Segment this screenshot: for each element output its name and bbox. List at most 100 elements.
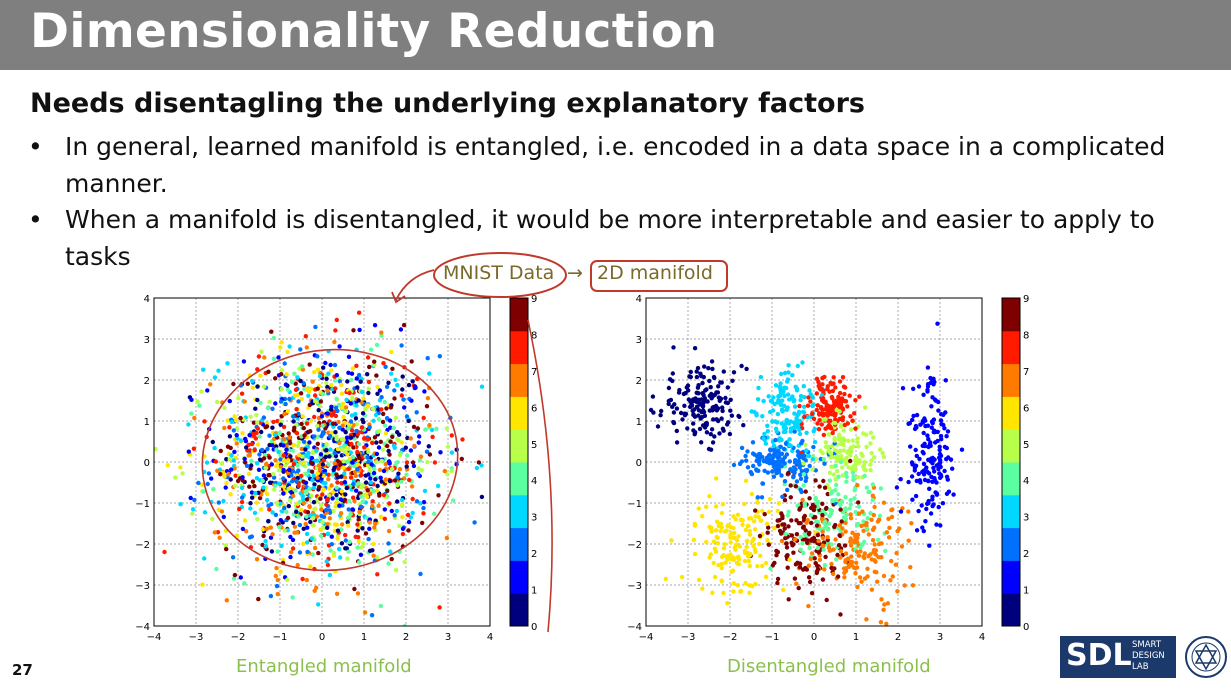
colorbar-tick-label: 2 <box>1023 549 1029 560</box>
scatter-point <box>747 532 753 537</box>
scatter-point <box>342 471 347 476</box>
scatter-point <box>329 483 334 488</box>
scatter-point <box>811 429 816 434</box>
scatter-point <box>823 412 829 417</box>
scatter-point <box>868 467 873 473</box>
scatter-point <box>355 467 360 472</box>
scatter-point <box>370 499 375 504</box>
scatter-point <box>353 411 358 417</box>
scatter-point <box>356 517 361 522</box>
scatter-point <box>301 439 307 444</box>
colorbar-segment <box>510 298 528 332</box>
scatter-point <box>744 366 749 372</box>
scatter-point <box>744 458 749 463</box>
scatter-point <box>694 369 699 374</box>
scatter-point <box>716 563 721 568</box>
scatter-point <box>336 466 341 471</box>
scatter-point <box>379 330 384 335</box>
colorbar-segment <box>1002 429 1020 463</box>
scatter-point <box>721 369 726 374</box>
scatter-point <box>678 410 684 416</box>
scatter-point <box>402 405 407 410</box>
scatter-point <box>219 509 225 514</box>
scatter-point <box>281 453 287 458</box>
scatter-point <box>847 393 852 398</box>
scatter-point <box>845 421 850 426</box>
scatter-point <box>841 448 847 453</box>
scatter-point <box>261 473 267 478</box>
scatter-point <box>269 502 274 507</box>
scatter-point <box>268 480 273 485</box>
scatter-point <box>697 426 703 432</box>
scatter-point <box>240 495 245 500</box>
scatter-point <box>798 487 803 492</box>
scatter-point <box>411 463 417 469</box>
scatter-point <box>871 435 876 440</box>
scatter-point <box>407 477 412 483</box>
scatter-point <box>779 473 784 478</box>
scatter-point <box>278 457 283 462</box>
scatter-point <box>928 440 933 445</box>
scatter-point <box>691 537 697 543</box>
scatter-point <box>843 559 848 565</box>
scatter-point <box>337 503 342 508</box>
scatter-point <box>414 410 419 415</box>
scatter-point <box>294 407 299 412</box>
scatter-point <box>938 523 943 528</box>
scatter-point <box>766 394 771 399</box>
scatter-point <box>777 454 782 460</box>
scatter-point <box>265 446 270 452</box>
scatter-point <box>798 397 803 403</box>
scatter-point <box>201 489 206 494</box>
scatter-point <box>679 574 685 580</box>
scatter-point <box>733 547 738 552</box>
scatter-point <box>939 474 944 479</box>
scatter-point <box>309 455 315 461</box>
scatter-point <box>154 446 158 452</box>
scatter-point <box>338 555 343 560</box>
scatter-point <box>783 426 789 431</box>
scatter-point <box>324 448 329 453</box>
scatter-point <box>797 565 803 570</box>
scatter-point <box>772 560 777 566</box>
scatter-point <box>819 422 824 427</box>
scatter-point <box>734 538 740 543</box>
scatter-point <box>875 519 881 524</box>
scatter-point <box>812 556 817 561</box>
colorbar-segment <box>510 462 528 496</box>
scatter-point <box>406 528 411 533</box>
scatter-point <box>381 492 387 498</box>
scatter-point <box>270 532 275 537</box>
scatter-point <box>301 381 306 386</box>
scatter-point <box>816 538 821 544</box>
scatter-point <box>843 551 849 556</box>
scatter-point <box>773 464 778 469</box>
scatter-point <box>813 561 818 566</box>
scatter-point <box>191 446 197 451</box>
scatter-point <box>682 403 687 408</box>
scatter-point <box>188 495 193 501</box>
scatter-point <box>341 414 346 420</box>
scatter-point <box>366 536 371 542</box>
scatter-point <box>242 460 248 465</box>
colorbar-segment <box>1002 494 1020 529</box>
colorbar-segment <box>1002 396 1020 430</box>
scatter-point <box>696 397 702 402</box>
scatter-point <box>370 406 376 411</box>
scatter-point <box>798 547 803 552</box>
scatter-point <box>688 369 693 375</box>
scatter-point <box>278 345 283 350</box>
scatter-point <box>249 441 255 447</box>
scatter-point <box>909 521 914 526</box>
scatter-point <box>803 442 808 447</box>
scatter-point <box>432 511 437 516</box>
scatter-point <box>247 433 252 438</box>
scatter-point <box>658 413 663 418</box>
scatter-point <box>912 468 917 473</box>
scatter-point <box>676 390 682 395</box>
scatter-point <box>369 613 375 618</box>
scatter-point <box>755 564 760 569</box>
scatter-point <box>258 507 264 512</box>
scatter-point <box>354 488 359 493</box>
scatter-point <box>338 474 344 479</box>
